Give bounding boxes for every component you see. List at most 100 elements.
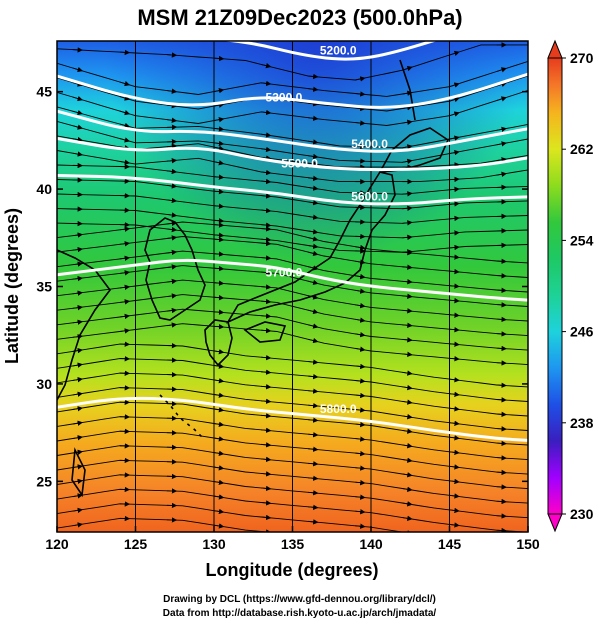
wind-arrow xyxy=(496,157,507,163)
wind-arrow xyxy=(261,169,272,176)
wind-arrow xyxy=(496,67,507,73)
wind-streamlines xyxy=(57,42,528,548)
wind-arrow xyxy=(119,110,131,116)
wind-arrow xyxy=(496,81,507,87)
wind-arrow xyxy=(166,183,178,189)
wind-arrow xyxy=(213,140,225,147)
wind-arrow xyxy=(496,440,507,447)
colorbar-min-arrow xyxy=(547,513,563,533)
wind-arrow xyxy=(449,96,460,103)
streamline xyxy=(57,236,528,278)
wind-arrow xyxy=(449,283,460,289)
wind-arrow xyxy=(261,313,272,319)
wind-arrow xyxy=(119,95,131,101)
wind-arrow xyxy=(72,81,83,87)
streamline xyxy=(57,459,528,504)
y-tick-label: 40 xyxy=(36,181,52,197)
wind-arrow xyxy=(72,507,84,514)
y-tick-label: 45 xyxy=(36,84,52,100)
colorbar-max-arrow xyxy=(547,39,563,59)
wind-arrow xyxy=(261,109,272,116)
wind-arrow xyxy=(496,484,507,490)
wind-arrow xyxy=(449,507,460,514)
wind-arrow xyxy=(166,322,178,328)
wind-arrow xyxy=(308,73,319,80)
wind-arrow xyxy=(72,478,84,484)
wind-arrow xyxy=(496,171,507,177)
wind-arrow xyxy=(402,337,413,343)
wind-arrow xyxy=(72,47,84,53)
wind-arrow xyxy=(119,255,131,261)
wind-arrow xyxy=(402,249,413,256)
wind-arrow xyxy=(402,293,413,299)
wind-arrow xyxy=(72,124,83,130)
wind-arrow xyxy=(72,522,84,528)
contour-line xyxy=(57,72,528,109)
y-axis-ticks: 25 30 35 40 45 xyxy=(36,84,528,489)
streamline xyxy=(57,179,528,210)
wind-arrow xyxy=(72,493,84,499)
wind-arrow xyxy=(166,88,178,94)
colorbar: 230 238 246 254 262 270 xyxy=(547,39,594,533)
wind-arrow xyxy=(261,427,272,433)
wind-arrow xyxy=(166,293,178,299)
wind-arrow xyxy=(308,185,319,191)
wind-arrow xyxy=(166,52,178,58)
wind-arrow xyxy=(496,469,507,476)
wind-arrow xyxy=(355,407,366,413)
wind-arrow xyxy=(261,255,272,261)
wind-arrow xyxy=(260,63,272,69)
wind-arrow xyxy=(213,126,225,132)
wind-arrow xyxy=(449,162,460,168)
wind-arrow xyxy=(402,547,411,548)
wind-arrow xyxy=(308,161,319,167)
wind-arrow xyxy=(72,136,84,143)
wind-arrow xyxy=(449,244,460,251)
wind-arrow xyxy=(496,302,507,308)
wind-arrow xyxy=(402,191,413,197)
wind-arrow xyxy=(308,153,319,160)
wind-arrow xyxy=(166,143,178,149)
streamline xyxy=(57,503,405,532)
wind-arrow xyxy=(355,317,366,323)
wind-arrow xyxy=(119,122,131,129)
streamline xyxy=(57,279,528,322)
wind-arrow xyxy=(496,455,507,461)
wind-arrow xyxy=(213,251,225,257)
wind-arrow xyxy=(355,91,366,97)
wind-arrow xyxy=(308,250,319,257)
contour-line xyxy=(57,258,528,302)
wind-arrow xyxy=(166,226,178,233)
contour-line xyxy=(57,173,528,206)
wind-arrow xyxy=(213,309,225,315)
wind-arrow xyxy=(355,436,366,442)
wind-arrow xyxy=(213,203,225,209)
wind-arrow xyxy=(308,417,319,423)
wind-arrow xyxy=(72,109,83,116)
wind-arrow xyxy=(308,265,319,271)
wind-arrow xyxy=(449,327,460,333)
wind-arrow xyxy=(496,331,507,337)
wind-arrow xyxy=(449,111,460,117)
wind-arrow xyxy=(119,80,131,87)
wind-arrow xyxy=(308,115,319,121)
wind-arrow xyxy=(355,120,366,126)
wind-arrow xyxy=(261,155,272,161)
wind-arrow xyxy=(119,313,131,320)
wind-arrow xyxy=(72,304,84,311)
wind-arrow xyxy=(261,222,272,228)
wind-arrow xyxy=(261,456,272,463)
wind-arrow xyxy=(261,178,272,185)
wind-arrow xyxy=(72,290,84,296)
korea-coastline xyxy=(144,217,206,321)
wind-arrow xyxy=(449,341,460,347)
y-tick-label: 25 xyxy=(36,473,52,489)
wind-arrow xyxy=(72,95,83,102)
streamline xyxy=(57,120,528,163)
wind-arrow xyxy=(402,413,413,420)
height-contours: 5200.0 5300.0 5400.0 5500.0 5600.0 5700.0 5800… xyxy=(57,41,528,442)
streamline xyxy=(57,445,528,490)
wind-arrow xyxy=(213,348,225,355)
wind-arrow xyxy=(496,527,507,532)
